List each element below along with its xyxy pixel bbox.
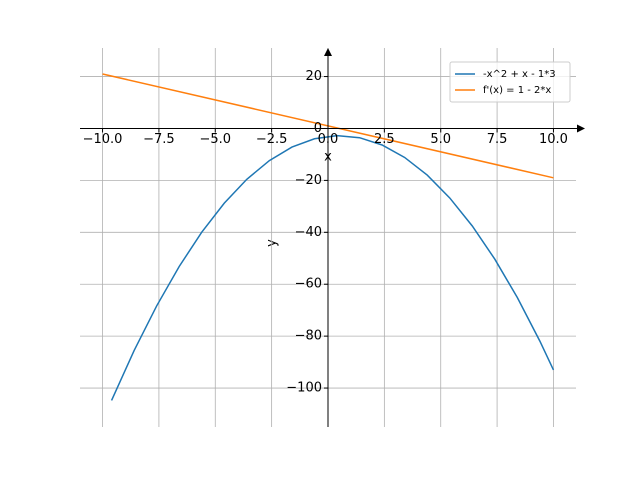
- x-tick-label: −7.5: [143, 132, 175, 147]
- legend-label: -x^2 + x - 1*3: [483, 69, 556, 80]
- x-tick-label: 0.0: [318, 132, 339, 147]
- y-tick-label: −40: [295, 225, 322, 240]
- y-axis-arrow: [324, 48, 332, 56]
- y-tick-label: −80: [295, 329, 322, 344]
- x-axis-arrow: [577, 124, 585, 133]
- legend: -x^2 + x - 1*3 f'(x) = 1 - 2*x: [449, 61, 571, 103]
- x-tick-label: 10.0: [539, 132, 568, 147]
- y-tick-label: 0: [314, 121, 322, 136]
- y-tick-label: 20: [305, 69, 322, 84]
- y-tick-label: −20: [295, 173, 322, 188]
- legend-box: [449, 61, 571, 103]
- y-tick-label: −60: [295, 277, 322, 292]
- x-tick-label: −10.0: [83, 132, 123, 147]
- x-tick-label: −5.0: [199, 132, 231, 147]
- legend-label: f'(x) = 1 - 2*x: [483, 85, 551, 96]
- line: [110, 134, 555, 401]
- x-tick-label: 5.0: [430, 132, 451, 147]
- y-tick-label: −100: [286, 381, 322, 396]
- x-tick-label: −2.5: [256, 132, 288, 147]
- x-tick-label: 7.5: [487, 132, 508, 147]
- x-tick-label: 2.5: [374, 132, 395, 147]
